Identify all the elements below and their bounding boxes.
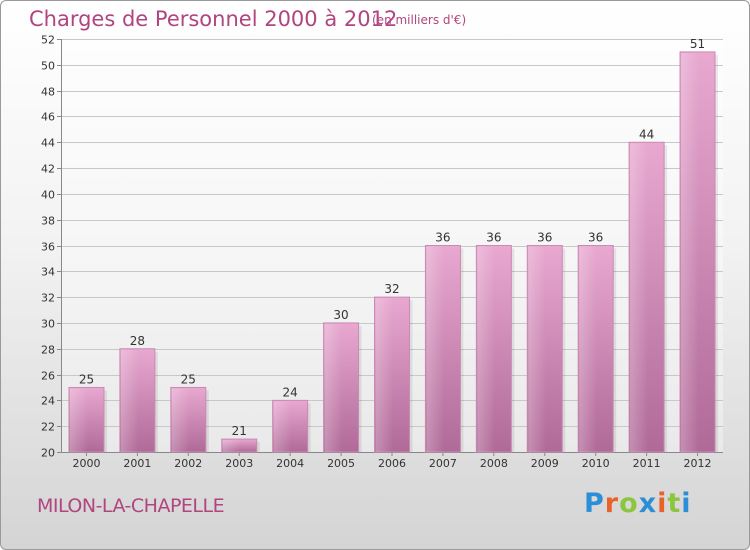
data-label: 25 [79, 372, 94, 386]
chart-title: Charges de Personnel 2000 à 2012 [29, 7, 398, 31]
x-tick-label: 2008 [480, 457, 508, 470]
x-tick-label: 2011 [633, 457, 661, 470]
x-tick-label: 2000 [72, 457, 100, 470]
bar-highlight [120, 349, 139, 452]
y-tick-label: 28 [41, 344, 55, 357]
y-tick-label: 46 [41, 111, 55, 124]
bar-highlight [630, 143, 648, 452]
data-label: 36 [588, 231, 603, 245]
x-tick-label: 2003 [225, 457, 253, 470]
y-tick-label: 26 [41, 370, 55, 383]
logo-letter: o [619, 488, 639, 519]
bar-highlight [222, 440, 241, 452]
logo-letter: x [638, 488, 658, 519]
x-tick-label: 2012 [684, 457, 712, 470]
y-tick-label: 30 [41, 318, 55, 331]
y-tick-label: 38 [41, 215, 55, 228]
data-label: 28 [130, 334, 145, 348]
data-label: 21 [232, 424, 247, 438]
data-label: 30 [333, 308, 348, 322]
bar-highlight [171, 388, 190, 452]
y-tick-label: 44 [41, 137, 55, 150]
y-tick-label: 40 [41, 189, 55, 202]
x-tick-label: 2007 [429, 457, 457, 470]
city-name: MILON-LA-CHAPELLE [37, 495, 225, 517]
data-label: 36 [537, 231, 552, 245]
logo-letter: i [657, 488, 668, 519]
bar-highlight [477, 246, 495, 452]
y-tick-label: 50 [41, 60, 55, 73]
y-tick-label: 20 [41, 447, 55, 460]
y-tick-label: 32 [41, 292, 55, 305]
data-label: 24 [283, 385, 298, 399]
y-tick-label: 36 [41, 241, 55, 254]
proxiti-logo[interactable]: Proxiti [584, 488, 692, 519]
bar-highlight [375, 298, 393, 452]
data-label: 36 [486, 231, 501, 245]
bar-highlight [528, 246, 546, 452]
data-label: 44 [639, 127, 654, 141]
data-label: 32 [384, 282, 399, 296]
x-tick-label: 2010 [582, 457, 610, 470]
x-tick-label: 2001 [123, 457, 151, 470]
y-tick-label: 52 [41, 34, 55, 47]
data-label: 36 [435, 231, 450, 245]
y-tick-label: 34 [41, 266, 55, 279]
logo-letter: P [584, 488, 605, 519]
chart-unit: (en milliers d'€) [372, 13, 467, 27]
y-tick-label: 24 [41, 395, 55, 408]
data-label: 25 [181, 372, 196, 386]
y-tick-label: 22 [41, 421, 55, 434]
y-tick-label: 42 [41, 163, 55, 176]
bar-highlight [69, 388, 88, 452]
bar-highlight [273, 401, 292, 452]
bar-highlight [579, 246, 597, 452]
bar-highlight [426, 246, 444, 452]
x-tick-label: 2006 [378, 457, 406, 470]
bar-highlight [324, 323, 343, 452]
x-tick-label: 2002 [174, 457, 202, 470]
x-tick-label: 2009 [531, 457, 559, 470]
logo-letter: t [667, 488, 682, 519]
x-tick-label: 2005 [327, 457, 355, 470]
data-label: 51 [690, 37, 705, 51]
logo-letter: r [604, 488, 620, 519]
bar-highlight [681, 52, 699, 452]
x-tick-label: 2004 [276, 457, 304, 470]
logo-letter: i [681, 488, 692, 519]
y-tick-label: 48 [41, 86, 55, 99]
